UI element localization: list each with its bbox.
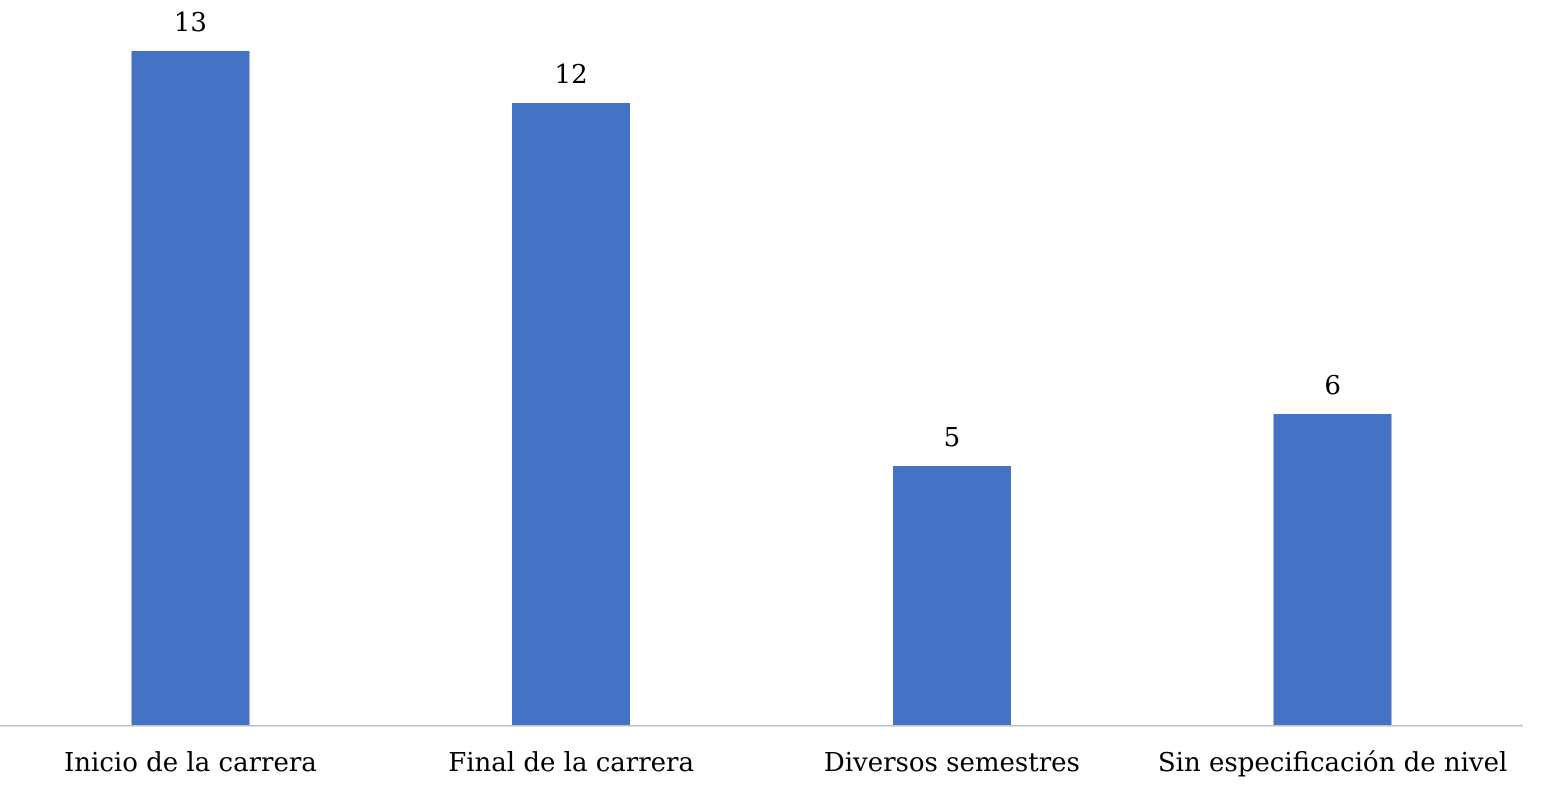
bar-2 — [512, 102, 631, 726]
data-labels-layer: 13 12 5 6 — [174, 8, 1341, 453]
category-label-1: Inicio de la carrera — [64, 748, 317, 778]
category-label-2: Final de la carrera — [448, 748, 694, 778]
data-label-2: 12 — [555, 60, 588, 90]
bar-3 — [892, 465, 1011, 725]
data-label-4: 6 — [1324, 371, 1341, 401]
bars-layer — [131, 51, 1392, 726]
category-label-3: Diversos semestres — [824, 748, 1080, 778]
category-label-4: Sin especificación de nivel — [1158, 748, 1507, 778]
bar-1 — [131, 51, 250, 725]
data-label-1: 13 — [174, 8, 207, 38]
data-label-3: 5 — [944, 423, 961, 453]
bar-4 — [1273, 413, 1392, 725]
category-labels-layer: Inicio de la carrera Final de la carrera D… — [64, 748, 1507, 778]
